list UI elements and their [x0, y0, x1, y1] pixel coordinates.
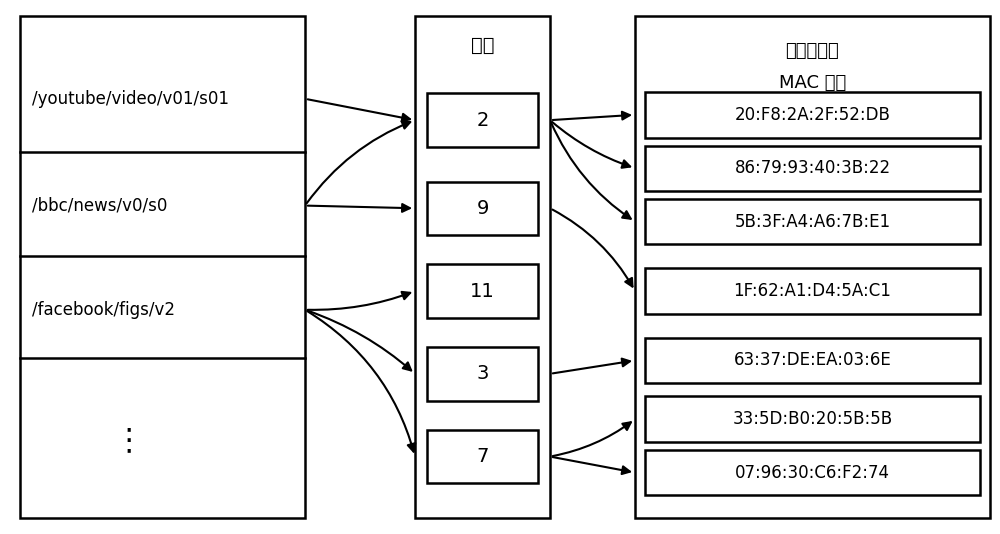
Text: 07:96:30:C6:F2:74: 07:96:30:C6:F2:74 — [735, 464, 890, 482]
Bar — [645, 268, 980, 313]
Text: 86:79:93:40:3B:22: 86:79:93:40:3B:22 — [734, 159, 891, 177]
Text: 7: 7 — [476, 447, 489, 466]
Bar — [427, 264, 538, 318]
Bar — [427, 182, 538, 235]
Text: /facebook/figs/v2: /facebook/figs/v2 — [32, 301, 175, 319]
Text: 5B:3F:A4:A6:7B:E1: 5B:3F:A4:A6:7B:E1 — [734, 213, 891, 231]
Text: 下行数据流: 下行数据流 — [786, 42, 839, 60]
Bar — [427, 347, 538, 400]
Text: 3: 3 — [476, 364, 489, 383]
Bar — [427, 430, 538, 483]
Bar — [427, 93, 538, 147]
Text: 2: 2 — [476, 111, 489, 130]
Text: 11: 11 — [470, 281, 495, 301]
Bar — [415, 16, 550, 518]
Bar — [645, 145, 980, 191]
Text: 33:5D:B0:20:5B:5B: 33:5D:B0:20:5B:5B — [732, 410, 893, 428]
Bar — [20, 16, 305, 518]
Bar — [645, 337, 980, 383]
Text: ⋮: ⋮ — [113, 426, 144, 455]
Bar — [635, 16, 990, 518]
Text: 9: 9 — [476, 199, 489, 218]
Bar — [645, 450, 980, 496]
Bar — [645, 396, 980, 442]
Bar — [645, 92, 980, 137]
Text: /youtube/video/v01/s01: /youtube/video/v01/s01 — [32, 90, 229, 108]
Bar — [645, 199, 980, 245]
Text: 20:F8:2A:2F:52:DB: 20:F8:2A:2F:52:DB — [735, 106, 890, 124]
Text: 1F:62:A1:D4:5A:C1: 1F:62:A1:D4:5A:C1 — [734, 282, 891, 300]
Text: 63:37:DE:EA:03:6E: 63:37:DE:EA:03:6E — [734, 351, 891, 370]
Text: 接口: 接口 — [471, 36, 494, 55]
Text: /bbc/news/v0/s0: /bbc/news/v0/s0 — [32, 197, 167, 215]
Text: MAC 地址: MAC 地址 — [779, 74, 846, 92]
